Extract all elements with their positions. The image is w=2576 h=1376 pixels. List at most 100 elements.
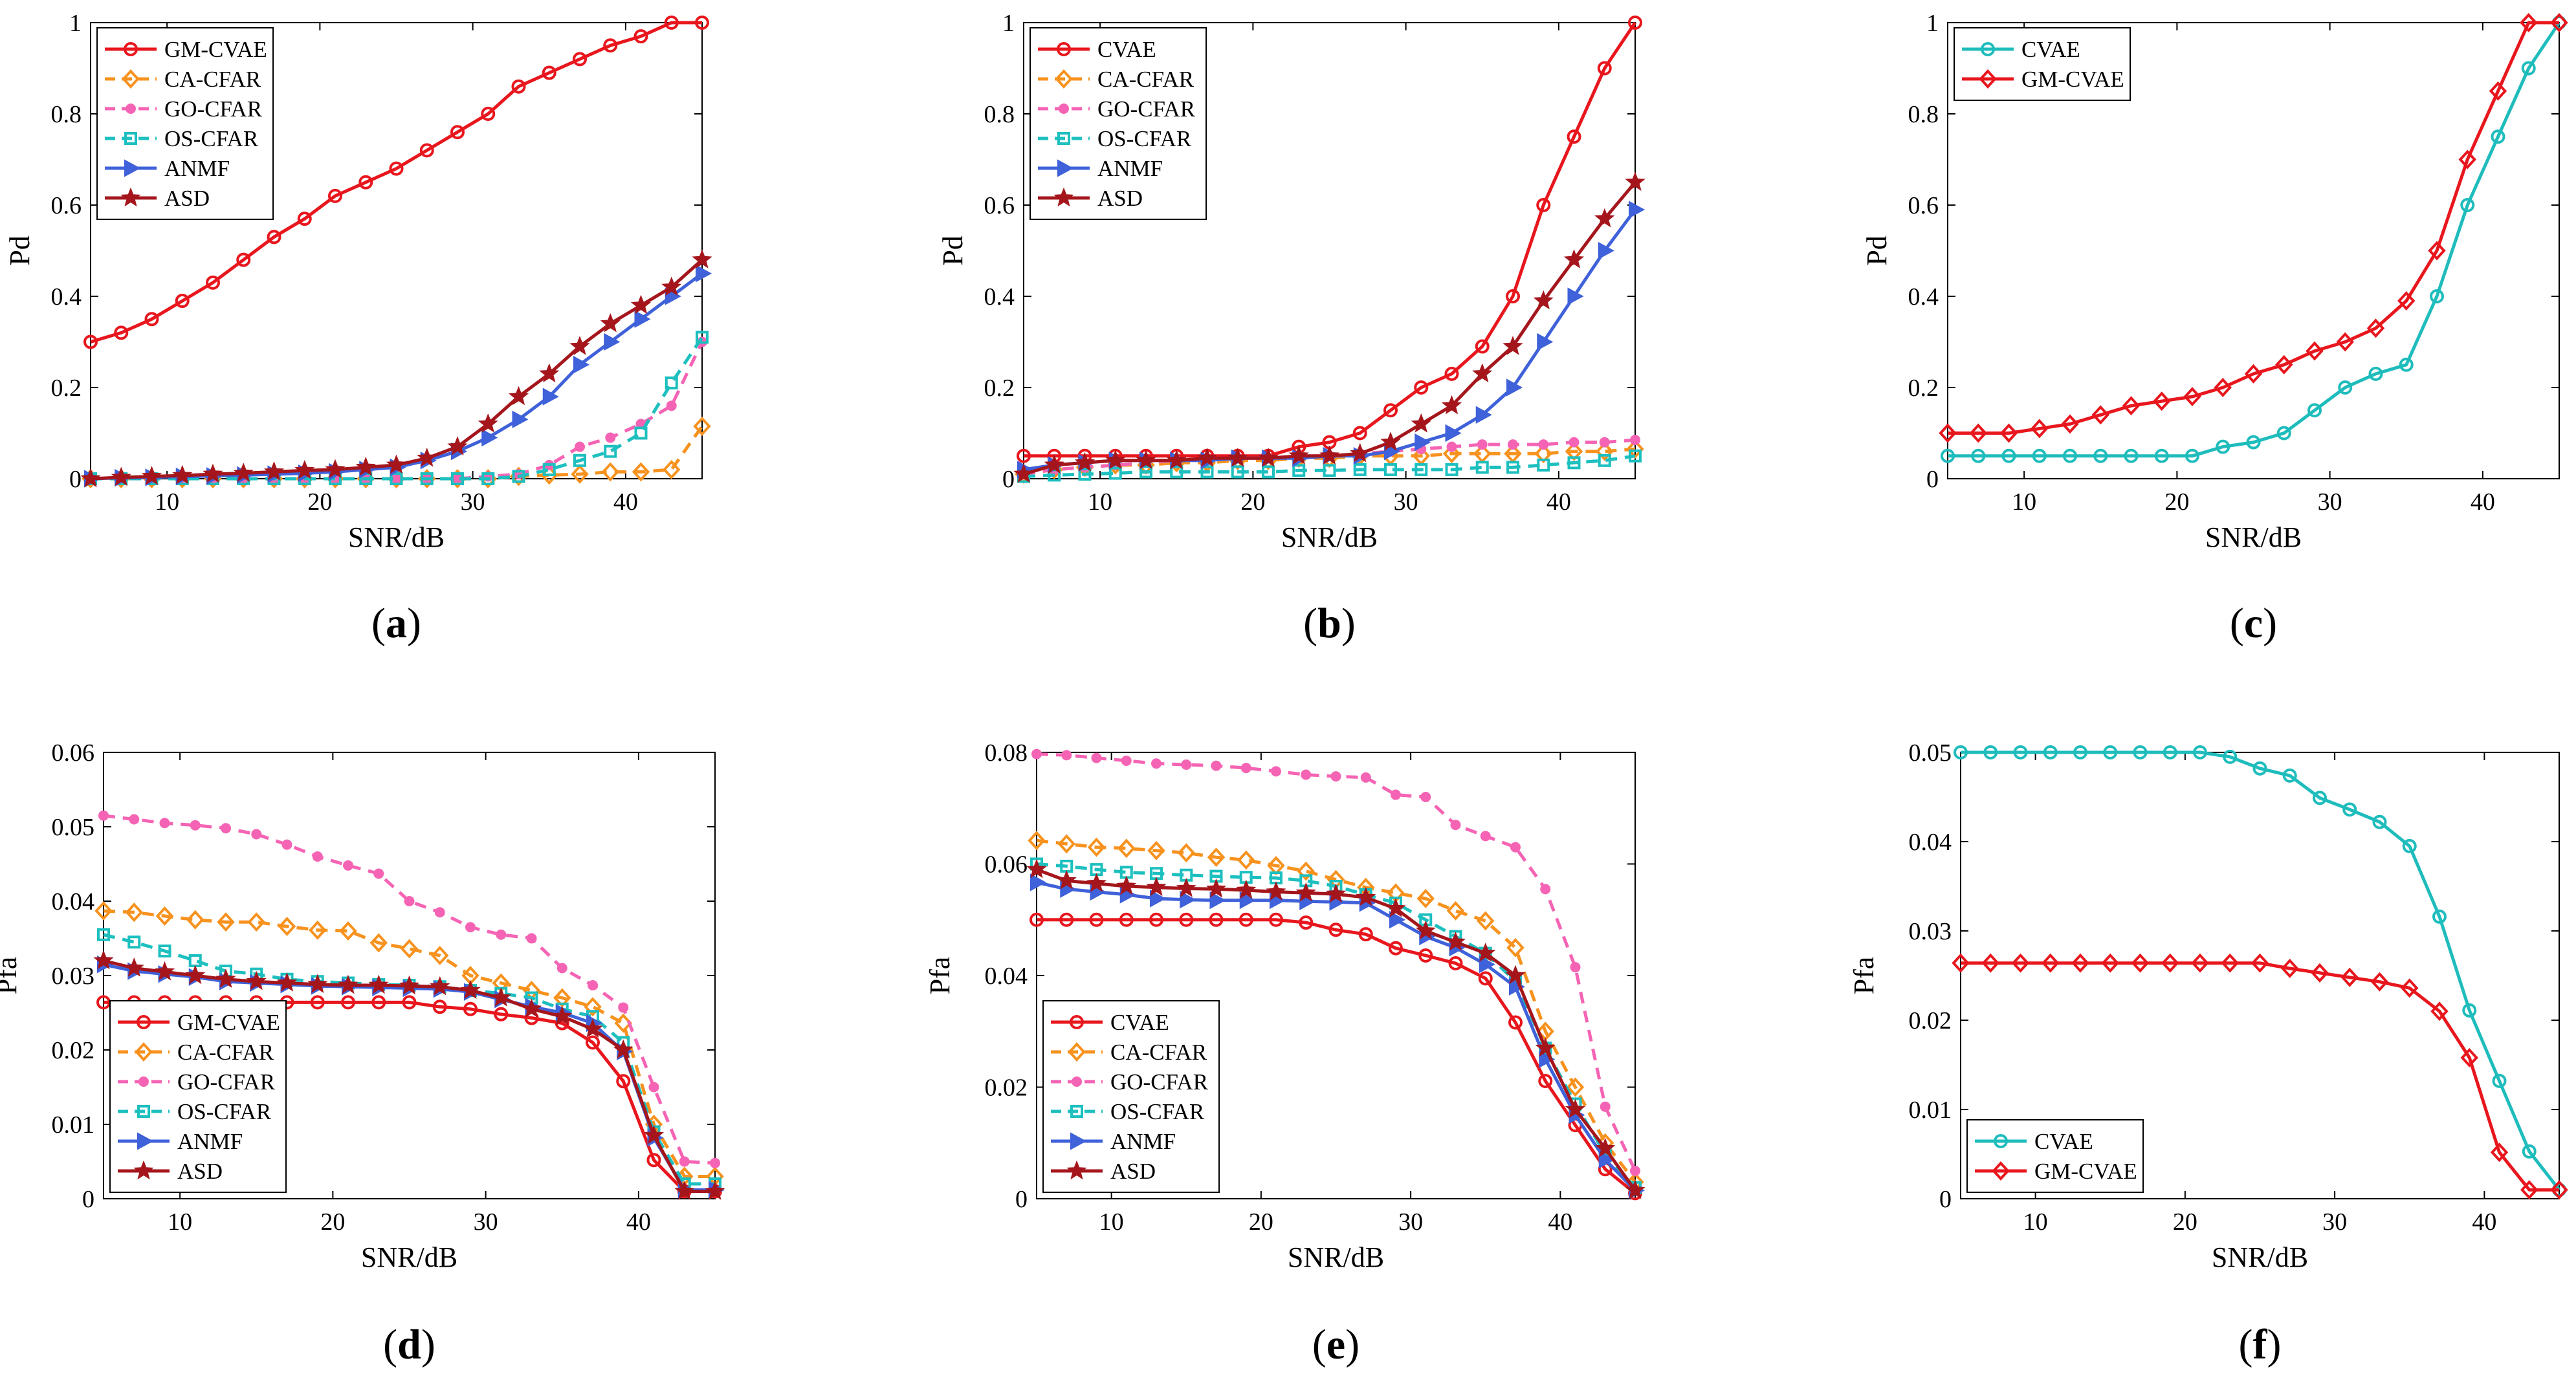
series-cvae-point [1029,912,1044,927]
y-tick-label: 0.06 [985,851,1028,879]
legend-entry-anmf-label: ANMF [1110,1129,1176,1154]
series-gm-cvae-line [1948,21,2559,435]
legend-entry-go-cfar-marker [1072,1076,1082,1087]
series-cvae-point [2013,745,2028,759]
series-os-cfar-point [1078,467,1092,481]
caption-letter: c [2244,600,2263,647]
legend-entry-asd-marker [1053,187,1074,207]
series-asd-point [1565,1098,1586,1119]
series-cvae-point [1444,366,1459,381]
legend-entry-anmf-marker [124,159,141,177]
series-cvae-point [1941,448,1955,463]
series-gm-cvae-point [450,125,465,140]
series-cvae-point [1954,745,1968,759]
legend-entry-asd-marker [1066,1160,1087,1180]
series-ca-cfar-point [1566,1077,1585,1097]
y-tick-label: 0.8 [1908,101,1939,128]
legend-box [1954,27,2131,101]
series-os-cfar-point [451,472,464,485]
series-os-cfar-point [1567,456,1581,470]
y-tick-label: 0.04 [52,888,95,915]
series-anmf-point [573,356,590,374]
y-tick-label: 1 [69,10,82,37]
series-gm-cvae-point [616,1074,631,1089]
series-asd-point [1475,943,1496,962]
x-tick-label: 20 [1240,488,1265,516]
series-cvae-point [2223,749,2238,764]
series-cvae-point [1299,915,1314,930]
series-asd-point [172,464,193,485]
series-gm-cvae-point [633,29,648,44]
legend-entry-os-cfar-marker [137,1105,150,1118]
legend-entry-os-cfar-label: OS-CFAR [177,1099,272,1124]
series-go-cfar-point [343,860,353,871]
series-asd-point [417,447,437,467]
x-tick-label: 20 [2173,1208,2197,1236]
x-tick-label: 40 [613,488,638,516]
series-gm-cvae-point [267,230,281,245]
series-asd-point [1356,886,1376,906]
series-asd-point [630,294,652,314]
legend-entry-ca-cfar: CA-CFAR [105,67,261,92]
y-tick-label: 0.05 [1909,739,1952,767]
series-cvae-point [2372,814,2387,829]
legend-entry-asd: ASD [1038,186,1143,211]
panel-e-legend: CVAE CA-CFAR GO-CFAR OS-CFAR ANMF ASD [1042,1000,1220,1193]
series-go-cfar-point [648,1082,659,1093]
series-os-cfar-point [1139,465,1152,479]
series-os-cfar-point [1629,449,1642,463]
series-anmf-point [1567,287,1584,305]
series-asd-point [1013,463,1034,483]
series-os-cfar-point [97,928,110,941]
legend-box [109,1000,287,1193]
series-anmf-point [1445,424,1462,442]
y-tick-label: 0 [1926,466,1939,493]
panel-b-caption: (b) [1303,600,1356,647]
panel-c-x-axis-label: SNR/dB [2205,521,2302,553]
series-cvae-point [1536,198,1551,212]
series-anmf-point [634,310,651,328]
x-tick-label: 20 [320,1208,345,1236]
legend-entry-cvae-marker [1994,1134,2008,1148]
series-gm-cvae-point [2131,953,2150,973]
series-cvae-point [2522,1144,2537,1159]
series-cvae-point [1383,403,1398,418]
legend-entry-os-cfar: OS-CFAR [1038,126,1192,151]
series-asd-point [276,972,298,992]
panel-d: 10 20 30 40 0 0.01 0.02 0.03 0.04 0.05 0.06 SNR/dB P… [0,739,725,1368]
legend-entry-ca-cfar-label: CA-CFAR [1097,67,1194,92]
panel-c-caption: (c) [2230,600,2277,647]
x-tick-label: 40 [1548,1208,1572,1236]
legend-entry-asd: ASD [105,186,210,211]
caption-letter: e [1327,1321,1345,1368]
series-asd-point [386,454,407,474]
y-tick-label: 0.04 [985,963,1028,990]
series-gm-cvae-point [432,999,447,1014]
series-cvae-point [2124,448,2139,463]
series-ca-cfar-point [400,939,419,959]
series-cvae-point [2252,761,2267,776]
series-go-cfar [98,810,720,1168]
panel-a-y-axis-label: Pd [4,235,36,265]
legend-entry-go-cfar: GO-CFAR [1038,96,1196,122]
series-gm-cvae-point [586,1035,600,1050]
series-gm-cvae-point [2281,959,2299,978]
series-gm-cvae-point [2183,387,2201,407]
legend-entry-ca-cfar: CA-CFAR [118,1040,274,1065]
series-cvae-point [2043,745,2058,759]
series-gm-cvae-point [2251,953,2269,973]
series-gm-cvae-point [2161,953,2179,973]
x-tick-label: 30 [1394,488,1418,516]
panel-d-caption: (d) [383,1321,435,1368]
series-gm-cvae-point [2191,953,2209,973]
series-asd-point [1236,879,1257,899]
legend-entry-os-cfar: OS-CFAR [105,126,259,151]
series-asd-point [661,276,682,296]
series-anmf-point [1506,378,1523,397]
series-cvae-line [1961,750,2560,1191]
series-gm-cvae-line [90,21,702,344]
y-tick-label: 0.2 [1908,375,1939,402]
series-gm-cvae-point [2311,963,2329,983]
series-os-cfar-point [573,453,586,467]
